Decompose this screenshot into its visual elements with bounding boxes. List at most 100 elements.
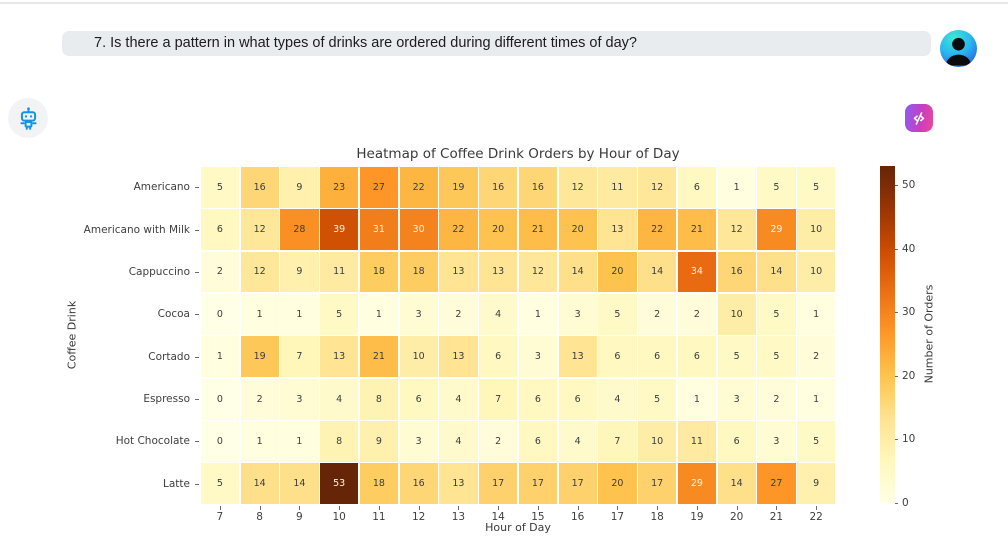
y-tick-label: Cappuccino xyxy=(128,265,190,278)
y-tick-label: Latte xyxy=(163,477,190,490)
heatmap-cell: 31 xyxy=(359,209,398,250)
x-tick-label: 13 xyxy=(451,511,466,523)
heatmap-cell: 0 xyxy=(200,293,239,335)
y-tick-mark xyxy=(195,229,199,231)
heatmap-cell: 1 xyxy=(280,293,319,335)
heatmap-cell: 14 xyxy=(558,251,597,293)
x-tick-mark xyxy=(339,506,341,510)
heatmap-cell: 2 xyxy=(479,421,518,462)
heatmap-cell: 19 xyxy=(240,336,279,378)
heatmap-cell: 1 xyxy=(717,166,756,208)
heatmap-cell: 39 xyxy=(320,209,359,250)
heatmap-cell: 13 xyxy=(439,251,478,293)
top-divider xyxy=(0,2,1008,4)
heatmap-cell: 5 xyxy=(797,166,836,208)
heatmap-cell: 14 xyxy=(638,251,677,293)
y-tick-mark xyxy=(195,187,199,189)
x-tick-label: 8 xyxy=(256,511,263,523)
assistant-badge xyxy=(8,98,48,138)
y-tick-label: Espresso xyxy=(143,393,190,406)
heatmap-cell: 10 xyxy=(797,251,836,293)
heatmap-cell: 11 xyxy=(320,251,359,293)
x-tick-mark xyxy=(219,506,221,510)
heatmap-cell: 1 xyxy=(518,293,557,335)
heatmap-cell: 3 xyxy=(399,421,438,462)
heatmap-cell: 3 xyxy=(518,336,557,378)
heatmap-cell: 5 xyxy=(757,336,796,378)
heatmap-cell: 10 xyxy=(638,421,677,462)
x-tick-mark xyxy=(299,506,301,510)
heatmap-cell: 13 xyxy=(558,336,597,378)
x-tick-label: 14 xyxy=(491,511,505,523)
y-tick-mark xyxy=(195,314,199,316)
colorbar-tick-label: 20 xyxy=(902,369,916,382)
x-tick-label: 9 xyxy=(296,511,303,523)
code-toggle-button[interactable] xyxy=(905,104,933,132)
heatmap-cell: 5 xyxy=(598,293,637,335)
code-off-icon xyxy=(913,112,925,125)
colorbar-tick-mark xyxy=(895,375,898,377)
heatmap-cell: 16 xyxy=(240,166,279,208)
heatmap-cell: 2 xyxy=(638,293,677,335)
heatmap-cell: 11 xyxy=(677,421,716,462)
question-bubble: 7. Is there a pattern in what types of d… xyxy=(62,31,931,56)
x-tick-label: 22 xyxy=(809,511,823,523)
heatmap-cell: 3 xyxy=(558,293,597,335)
heatmap-cell: 6 xyxy=(638,336,677,378)
heatmap-cell: 1 xyxy=(200,336,239,378)
y-tick-label: Americano with Milk xyxy=(83,223,190,236)
heatmap-cell: 18 xyxy=(359,463,398,505)
robot-icon xyxy=(19,106,37,130)
heatmap-cell: 13 xyxy=(439,336,478,378)
heatmap-cell: 13 xyxy=(598,209,637,250)
x-tick-mark xyxy=(617,506,619,510)
heatmap-cell: 0 xyxy=(200,378,239,420)
heatmap-cell: 13 xyxy=(439,463,478,505)
heatmap-cell: 16 xyxy=(479,166,518,208)
heatmap-cell: 2 xyxy=(439,293,478,335)
colorbar xyxy=(880,166,895,503)
heatmap-cell: 18 xyxy=(359,251,398,293)
colorbar-tick-mark xyxy=(895,439,898,441)
heatmap-cell: 7 xyxy=(479,378,518,420)
heatmap-cell: 10 xyxy=(797,209,836,250)
x-tick-label: 15 xyxy=(531,511,545,523)
heatmap-cell: 53 xyxy=(320,463,359,505)
x-tick-label: 18 xyxy=(650,511,664,523)
heatmap-cell: 5 xyxy=(797,421,836,462)
y-tick-label: Cocoa xyxy=(157,308,190,321)
y-tick-mark xyxy=(195,441,199,443)
x-tick-label: 19 xyxy=(690,511,704,523)
x-tick-label: 20 xyxy=(729,511,744,523)
heatmap-cell: 3 xyxy=(399,293,438,335)
heatmap-cell: 10 xyxy=(717,293,756,335)
heatmap-cell: 13 xyxy=(479,251,518,293)
x-tick-label: 7 xyxy=(216,511,224,523)
heatmap-cell: 3 xyxy=(280,378,319,420)
x-tick-label: 10 xyxy=(332,511,346,523)
heatmap-cell: 16 xyxy=(399,463,438,505)
x-tick-label: 17 xyxy=(610,511,625,523)
heatmap-cell: 19 xyxy=(439,166,478,208)
x-tick-mark xyxy=(259,506,261,510)
heatmap-figure: Heatmap of Coffee Drink Orders by Hour o… xyxy=(0,140,1008,554)
heatmap-cell: 9 xyxy=(280,251,319,293)
x-tick-mark xyxy=(537,506,539,510)
y-tick-mark xyxy=(195,356,199,358)
x-axis-label: Hour of Day xyxy=(485,521,551,534)
x-tick-mark xyxy=(696,506,698,510)
heatmap-cell: 5 xyxy=(320,293,359,335)
heatmap-cell: 14 xyxy=(717,463,756,505)
heatmap-cell: 14 xyxy=(280,463,319,505)
heatmap-cell: 3 xyxy=(757,421,796,462)
x-tick-label: 21 xyxy=(769,511,784,523)
heatmap-cell: 2 xyxy=(677,293,716,335)
heatmap-cell: 12 xyxy=(558,166,597,208)
heatmap-cell: 29 xyxy=(757,209,796,250)
heatmap-cell: 6 xyxy=(717,421,756,462)
heatmap-cell: 9 xyxy=(797,463,836,505)
heatmap-cell: 5 xyxy=(638,378,677,420)
heatmap-cell: 4 xyxy=(439,378,478,420)
heatmap-cell: 0 xyxy=(200,421,239,462)
